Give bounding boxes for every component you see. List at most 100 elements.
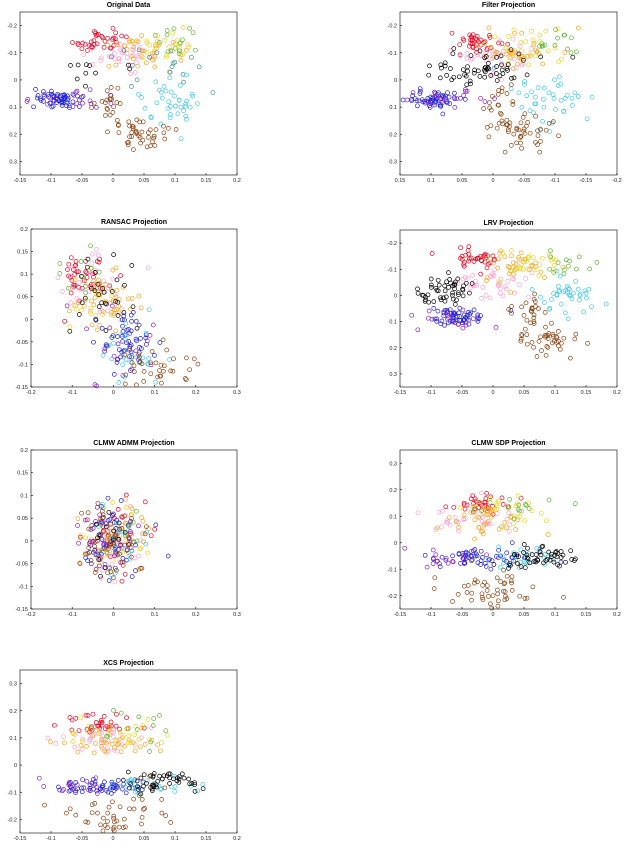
x-tick-label: 0.05: [519, 390, 530, 396]
scatter-point: [33, 87, 38, 92]
scatter-point: [505, 122, 510, 128]
scatter-point: [522, 79, 527, 84]
scatter-point: [84, 264, 90, 270]
scatter-point: [491, 257, 497, 263]
scatter-point: [450, 51, 456, 57]
scatter-point: [535, 85, 541, 91]
scatter-point: [505, 60, 511, 66]
scatter-point: [103, 300, 108, 306]
scatter-point: [139, 48, 145, 54]
x-tick-label: 0.1: [427, 178, 435, 184]
scatter-point: [73, 812, 79, 818]
scatter-point: [180, 25, 186, 30]
scatter-point: [177, 46, 183, 51]
scatter-point: [183, 47, 189, 53]
scatter-point: [415, 286, 420, 292]
scatter-point: [94, 292, 100, 297]
plot-area: [399, 229, 618, 388]
scatter-point: [107, 45, 113, 51]
scatter-point: [118, 749, 124, 755]
y-tick-label: -0.2: [388, 241, 397, 247]
scatter-point: [143, 330, 149, 336]
scatter-point: [550, 340, 555, 346]
scatter-point: [450, 292, 455, 298]
scatter-point: [99, 99, 105, 104]
x-tick-label: 0: [112, 390, 115, 396]
scatter-point: [500, 251, 506, 256]
scatter-point: [438, 297, 444, 303]
scatter-point: [496, 279, 502, 285]
scatter-point: [558, 301, 564, 307]
scatter-point: [96, 292, 102, 297]
scatter-point: [134, 325, 140, 331]
chart-title: LRV Projection: [483, 220, 533, 227]
scatter-point: [508, 47, 514, 53]
y-tick-label: 0.3: [9, 159, 17, 165]
scatter-point: [138, 336, 143, 341]
scatter-point: [146, 307, 152, 313]
scatter-point: [79, 94, 85, 100]
scatter-point: [136, 352, 142, 358]
scatter-point: [428, 276, 434, 282]
y-tick-label: -0.05: [15, 340, 28, 346]
scatter-point: [86, 43, 92, 48]
scatter-point: [41, 99, 46, 104]
scatter-point: [462, 72, 467, 77]
y-tick-label: 0: [394, 78, 397, 84]
scatter-point: [443, 97, 449, 103]
scatter-point: [151, 133, 157, 139]
scatter-point: [534, 49, 540, 54]
scatter-point: [535, 128, 540, 134]
scatter-point: [128, 306, 133, 312]
scatter-point: [503, 45, 509, 51]
scatter-point: [161, 84, 167, 89]
scatter-point: [491, 65, 497, 71]
scatter-point: [53, 96, 59, 102]
scatter-point: [152, 64, 158, 70]
scatter-point: [513, 261, 519, 267]
scatter-point: [150, 57, 155, 63]
scatter-point: [115, 778, 121, 783]
scatter-point: [414, 98, 420, 103]
scatter-point: [552, 77, 557, 83]
scatter-point: [546, 90, 552, 96]
scatter-point: [157, 773, 162, 779]
scatter-point: [488, 123, 494, 129]
scatter-point: [552, 43, 558, 48]
scatter-point: [76, 269, 81, 275]
scatter-point: [550, 92, 556, 98]
scatter-point: [547, 266, 553, 272]
scatter-point: [74, 101, 80, 107]
scatter-point: [554, 268, 560, 274]
scatter-point: [59, 97, 64, 103]
scatter-point: [554, 292, 560, 297]
scatter-point: [47, 100, 53, 106]
scatter-point: [114, 307, 119, 312]
y-tick-label: 0.2: [389, 346, 397, 352]
scatter-point: [529, 270, 535, 276]
scatter-point: [165, 126, 171, 131]
scatter-point: [452, 105, 458, 110]
scatter-point: [494, 55, 499, 60]
scatter-point: [144, 40, 150, 46]
scatter-point: [450, 290, 455, 296]
scatter-point: [152, 54, 158, 59]
scatter-point: [449, 77, 455, 83]
scatter-point: [109, 791, 114, 796]
scatter-point: [158, 373, 164, 379]
scatter-point: [151, 716, 157, 721]
scatter-point: [67, 328, 73, 334]
scatter-point: [552, 45, 558, 51]
scatter-point: [130, 46, 136, 52]
scatter-point: [495, 91, 501, 97]
scatter-point: [148, 533, 154, 539]
scatter-point: [544, 344, 550, 349]
scatter-point: [98, 822, 103, 828]
scatter-point: [69, 727, 75, 733]
scatter-point: [121, 50, 127, 56]
scatter-point: [496, 120, 502, 126]
scatter-point: [141, 379, 147, 384]
scatter-point: [103, 328, 109, 333]
x-tick-label: -0.1: [46, 178, 55, 184]
scatter-point: [114, 117, 120, 123]
